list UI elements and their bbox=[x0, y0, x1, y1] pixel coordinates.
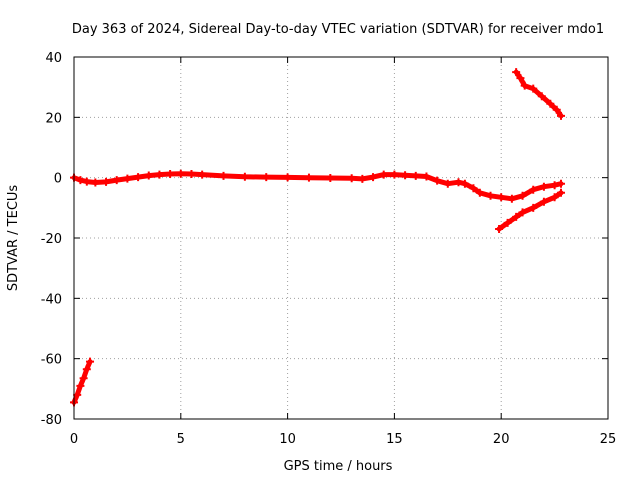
data-point bbox=[240, 172, 249, 181]
data-point bbox=[304, 173, 313, 182]
data-point bbox=[557, 179, 566, 188]
data-point bbox=[155, 170, 164, 179]
data-point bbox=[187, 170, 196, 179]
data-point bbox=[546, 99, 555, 108]
data-point bbox=[283, 173, 292, 182]
data-point bbox=[497, 193, 506, 202]
data-point bbox=[552, 105, 561, 114]
data-point bbox=[198, 170, 207, 179]
data-point bbox=[503, 218, 512, 227]
x-tick-label: 10 bbox=[279, 432, 296, 447]
data-point bbox=[557, 188, 566, 197]
data-point bbox=[454, 178, 463, 187]
data-point bbox=[358, 174, 367, 183]
data-point bbox=[495, 224, 504, 233]
y-tick-label: 40 bbox=[45, 51, 62, 66]
data-point bbox=[112, 176, 121, 185]
data-point bbox=[433, 176, 442, 185]
data-point bbox=[422, 172, 431, 181]
y-tick-label: -40 bbox=[41, 292, 62, 307]
grid-lines bbox=[74, 57, 608, 419]
x-tick-label: 15 bbox=[386, 432, 403, 447]
data-point bbox=[550, 181, 559, 190]
data-point bbox=[460, 179, 469, 188]
data-point bbox=[86, 357, 95, 366]
data-point bbox=[486, 191, 495, 200]
data-point bbox=[390, 170, 399, 179]
data-point bbox=[550, 193, 559, 202]
data-point bbox=[82, 177, 91, 186]
data-point bbox=[507, 194, 516, 203]
data-point bbox=[219, 171, 228, 180]
data-point bbox=[401, 171, 410, 180]
data-point bbox=[76, 176, 85, 185]
data-point bbox=[379, 170, 388, 179]
data-point bbox=[529, 203, 538, 212]
data-point bbox=[475, 188, 484, 197]
data-point bbox=[518, 208, 527, 217]
y-tick-label: -80 bbox=[41, 413, 62, 428]
data-point bbox=[262, 173, 271, 182]
data-point bbox=[82, 365, 91, 374]
data-point bbox=[520, 81, 529, 90]
data-point bbox=[529, 185, 538, 194]
data-point bbox=[73, 390, 82, 399]
x-tick-label: 20 bbox=[493, 432, 510, 447]
data-point bbox=[443, 179, 452, 188]
data-point bbox=[537, 92, 546, 101]
data-point bbox=[176, 169, 185, 178]
y-axis-title: SDTVAR / TECUs bbox=[6, 185, 21, 292]
data-point bbox=[91, 178, 100, 187]
data-series bbox=[70, 68, 566, 407]
data-point bbox=[516, 74, 525, 83]
data-point bbox=[529, 84, 538, 93]
data-point bbox=[134, 173, 143, 182]
x-tick-label: 25 bbox=[600, 432, 617, 447]
data-point bbox=[79, 374, 88, 383]
y-tick-label: -60 bbox=[41, 353, 62, 368]
x-axis-title: GPS time / hours bbox=[284, 459, 393, 474]
data-point bbox=[326, 173, 335, 182]
data-point bbox=[369, 173, 378, 182]
axis-ticks: 0 5 10 15 20 25 -80 -60 -40 -20 0 20 40 bbox=[41, 51, 617, 447]
data-point bbox=[539, 197, 548, 206]
data-point bbox=[469, 184, 478, 193]
data-point bbox=[539, 182, 548, 191]
data-point bbox=[166, 170, 175, 179]
data-point bbox=[512, 68, 521, 77]
data-point bbox=[144, 171, 153, 180]
y-tick-label: -20 bbox=[41, 232, 62, 247]
chart-title: Day 363 of 2024, Sidereal Day-to-day VTE… bbox=[72, 22, 604, 37]
data-point bbox=[76, 381, 85, 390]
data-point bbox=[411, 171, 420, 180]
x-tick-label: 0 bbox=[70, 432, 78, 447]
data-point bbox=[102, 177, 111, 186]
plot-frame bbox=[73, 56, 609, 420]
y-tick-label: 20 bbox=[45, 111, 62, 126]
data-point bbox=[557, 111, 566, 120]
data-point bbox=[518, 191, 527, 200]
x-tick-label: 5 bbox=[177, 432, 185, 447]
data-point bbox=[123, 174, 132, 183]
data-point bbox=[347, 174, 356, 183]
y-tick-label: 0 bbox=[54, 172, 62, 187]
data-point bbox=[512, 212, 521, 221]
